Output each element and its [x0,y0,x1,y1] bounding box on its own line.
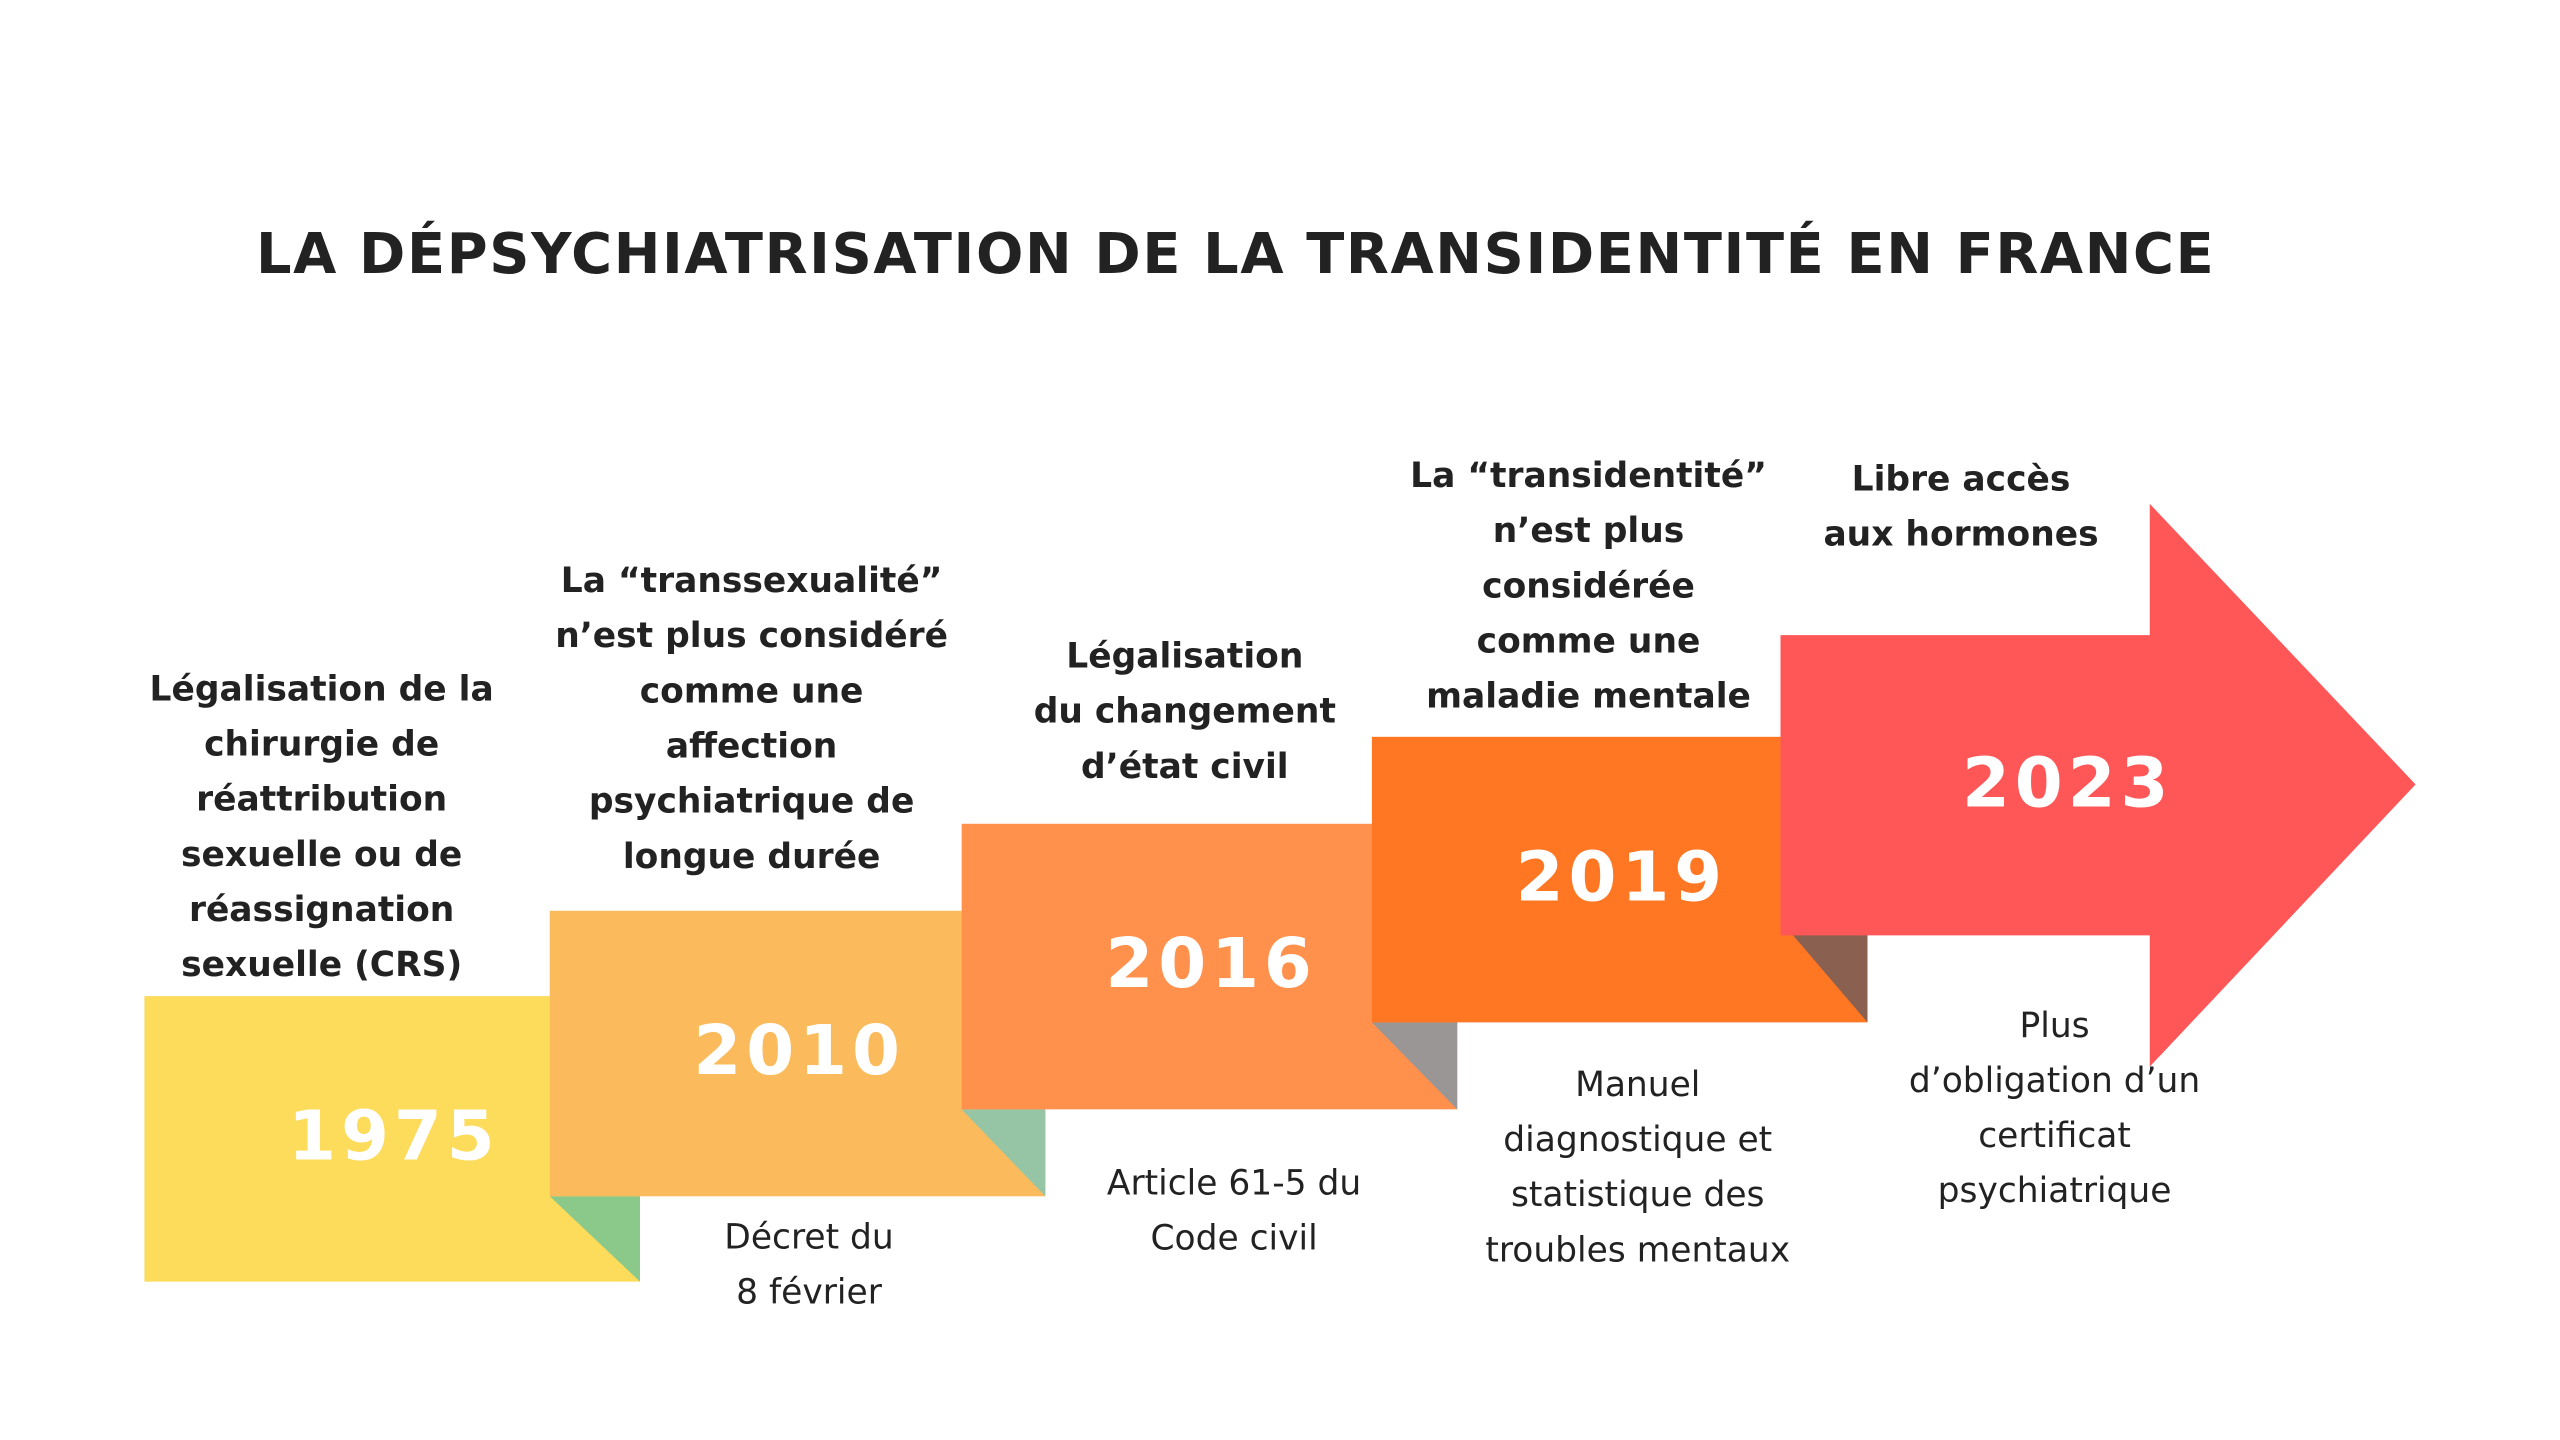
event-line: sexuelle ou de [181,835,462,875]
event-line: affection [666,726,837,766]
event-line: d’état civil [1081,747,1289,787]
source-line: diagnostique et [1503,1120,1772,1160]
event-line: réassignation [189,890,454,930]
event-line: La “transidentité” [1410,456,1767,496]
event-line: Légalisation de la [150,669,494,709]
year: 1975 [288,1097,499,1177]
source-line: statistique des [1511,1175,1765,1215]
event-line: Légalisation [1066,637,1303,677]
event-line: réattribution [196,780,447,820]
title: LA DÉPSYCHIATRISATION DE LA TRANSIDENTIT… [256,221,2215,287]
fold [1780,920,1868,1023]
event-line: chirurgie de [204,725,439,765]
event-line: maladie mentale [1426,677,1751,717]
event-line: La “transsexualité” [561,561,943,601]
source-line: Manuel [1575,1065,1700,1105]
year: 2016 [1105,924,1316,1004]
year: 2019 [1516,837,1727,917]
source-line: Plus [2019,1006,2089,1046]
source-line: psychiatrique [1938,1171,2172,1211]
event-line: longue durée [623,837,880,877]
source-line: Décret du [724,1217,893,1257]
year: 2010 [693,1011,904,1091]
event-line: comme une [1477,621,1701,661]
source-line: 8 février [736,1273,883,1313]
source-line: d’obligation d’un [1909,1061,2200,1101]
event-line: sexuelle (CRS) [181,945,462,985]
event-line: aux hormones [1823,514,2098,554]
event-line: psychiatrique de [589,782,915,822]
source-line: Code civil [1150,1218,1317,1258]
source-line: troubles mentaux [1485,1230,1790,1270]
step-arrow [1780,503,2416,1067]
event-line: considérée [1482,566,1695,606]
event-line: n’est plus considéré [555,616,948,656]
source-line: Article 61-5 du [1107,1163,1361,1203]
event-line: comme une [640,671,864,711]
source-line: certificat [1978,1116,2131,1156]
event-line: Libre accès [1852,459,2071,499]
year: 2023 [1962,744,2173,824]
event-line: du changement [1034,692,1336,732]
event-line: n’est plus [1493,511,1684,551]
